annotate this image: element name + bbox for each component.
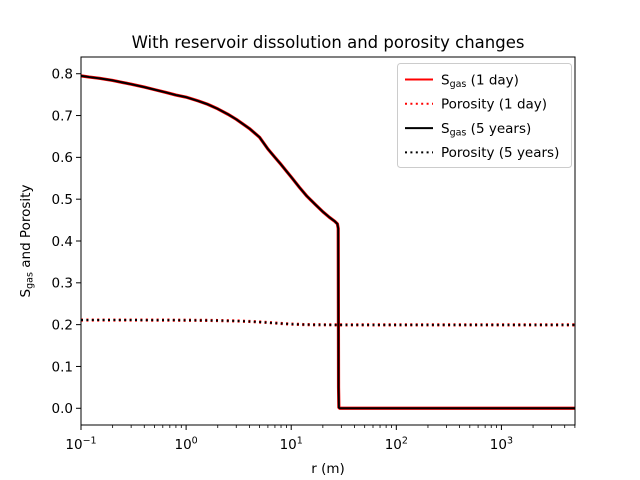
legend-label-sgas-5years: Sgas (5 years) (441, 121, 531, 139)
y-tick-label: 0.8 (52, 67, 73, 83)
x-tick-label: 100 (174, 436, 197, 454)
y-tick-label: 0.6 (52, 150, 73, 166)
plot-series (81, 74, 575, 410)
y-axis-label: Sgas and Porosity (18, 185, 36, 298)
chart-title: With reservoir dissolution and porosity … (132, 33, 525, 52)
y-tick-label: 0.0 (52, 401, 73, 417)
legend-box (397, 63, 572, 168)
legend-label-sgas-1day: Sgas (1 day) (441, 72, 519, 90)
series-sgas-5years (81, 74, 575, 410)
x-tick-label: 101 (280, 436, 303, 454)
legend-label-porosity-5years: Porosity (5 years) (441, 145, 559, 161)
y-tick-label: 0.3 (52, 276, 73, 292)
series-porosity-5years (81, 319, 575, 326)
x-tick-label: 103 (490, 436, 513, 454)
y-tick-label: 0.5 (52, 192, 73, 208)
y-tick-label: 0.1 (52, 359, 73, 375)
y-tick-label: 0.2 (52, 317, 73, 333)
x-axis-label: r (m) (311, 461, 345, 477)
y-tick-label: 0.7 (52, 108, 73, 124)
y-tick-label: 0.4 (52, 234, 73, 250)
legend: Sgas (1 day) Porosity (1 day) Sgas (5 year… (397, 63, 572, 168)
plot-border (80, 56, 576, 426)
x-tick-label: 10−1 (65, 436, 96, 454)
legend-label-porosity-1day: Porosity (1 day) (441, 97, 547, 113)
axis-ticks: 10−1 100 101 102 103 0.0 0.1 0.2 0.3 0.4 0.5 0.6 0.7… (52, 67, 576, 454)
x-tick-label: 102 (385, 436, 408, 454)
